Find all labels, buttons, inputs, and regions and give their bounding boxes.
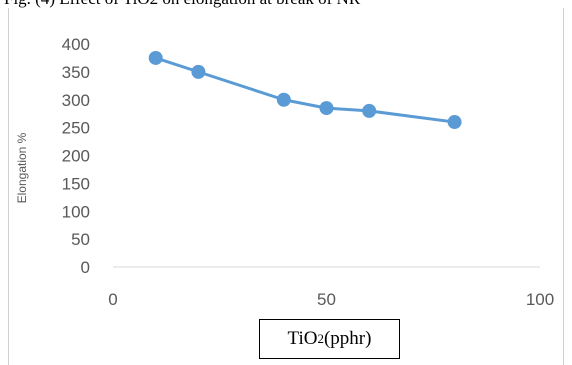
x-axis-label-units: (pphr): [323, 328, 372, 349]
x-axis-label-subscript: 2: [317, 331, 324, 346]
x-axis-label-main: TiO: [287, 328, 318, 349]
y-tick-label: 350: [62, 63, 90, 82]
y-axis-label-container: Elongation %: [2, 108, 42, 228]
data-point: [319, 101, 334, 116]
data-point: [276, 92, 291, 107]
y-tick-label: 0: [81, 258, 90, 277]
data-point: [148, 50, 163, 65]
x-tick-label: 50: [317, 290, 336, 309]
x-tick-label: 100: [526, 290, 554, 309]
y-axis-label: Elongation %: [15, 132, 29, 204]
data-point: [191, 64, 206, 79]
y-tick-label: 250: [62, 119, 90, 138]
y-tick-label: 50: [71, 230, 90, 249]
y-tick-label: 400: [62, 35, 90, 54]
y-tick-label: 150: [62, 174, 90, 193]
y-tick-label: 200: [62, 147, 90, 166]
y-tick-label: 300: [62, 91, 90, 110]
data-point: [362, 103, 377, 118]
chart-frame: [8, 8, 564, 365]
x-tick-label: 0: [108, 290, 117, 309]
y-tick-label: 100: [62, 202, 90, 221]
series-line: [154, 56, 457, 124]
x-axis-label: TiO 2 (pphr): [259, 319, 400, 359]
data-point: [447, 115, 462, 130]
